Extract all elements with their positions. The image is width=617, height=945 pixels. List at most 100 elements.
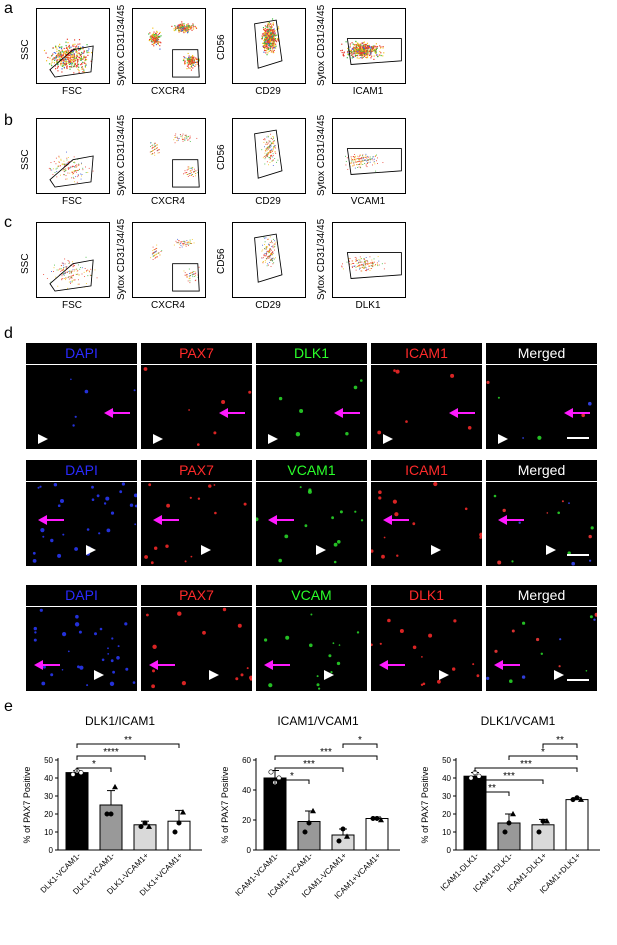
flow-event-dot (84, 66, 87, 68)
flow-event-dot (58, 56, 60, 58)
cell-speckle (383, 536, 386, 539)
flow-event-dot (188, 27, 190, 29)
flow-event-dot (60, 48, 63, 50)
flow-event-dot (364, 47, 366, 49)
cell-speckle (57, 553, 62, 558)
flow-xlabel: CXCR4 (151, 300, 185, 311)
flow-event-dot (189, 175, 191, 176)
flow-event-dot (71, 59, 73, 61)
micro-channel-title: DLK1 (256, 343, 367, 365)
flow-event-dot (73, 162, 75, 163)
flow-event-dot (264, 146, 265, 148)
significance-label: ** (556, 735, 564, 746)
micro-channel-title: VCAM1 (256, 460, 367, 482)
flow-event-dot (74, 166, 76, 168)
flow-event-dot (271, 42, 274, 45)
magenta-arrow-icon (449, 408, 458, 418)
flow-event-dot (158, 36, 160, 38)
flow-event-dot (262, 244, 264, 246)
flow-event-dot (75, 268, 77, 270)
flow-event-dot (73, 177, 75, 179)
flow-event-dot (55, 168, 57, 170)
flow-event-dot (69, 272, 71, 274)
flow-event-dot (179, 25, 181, 27)
flow-event-dot (72, 50, 74, 52)
flow-event-dot (268, 22, 270, 24)
cell-speckle (540, 652, 543, 655)
flow-event-dot (277, 38, 279, 40)
flow-event-dot (267, 35, 270, 37)
micro-image (256, 486, 364, 564)
flow-event-dot (194, 275, 196, 277)
flow-event-dot (267, 246, 269, 248)
cell-speckle (107, 647, 109, 650)
magenta-arrow-icon (494, 660, 503, 670)
significance-bracket (274, 767, 344, 772)
flow-event-dot (262, 257, 264, 259)
flow-event-dot (271, 32, 273, 34)
y-tick-label: 30 (44, 792, 53, 801)
cell-speckle (67, 650, 70, 653)
flow-event-dot (79, 43, 81, 45)
flow-event-dot (73, 274, 74, 276)
cell-speckle (72, 424, 75, 427)
flow-event-dot (270, 31, 272, 33)
flow-event-dot (345, 41, 347, 43)
flow-event-dot (374, 156, 376, 157)
flow-event-dot (274, 243, 276, 245)
cell-speckle (295, 432, 301, 437)
flow-event-dot (80, 163, 82, 165)
flow-event-dot (363, 260, 365, 262)
flow-event-dot (372, 261, 374, 263)
micro-panel-3-1: DAPI (26, 585, 137, 691)
flow-event-dot (261, 37, 264, 39)
flow-event-dot (156, 30, 158, 32)
flow-event-dot (76, 171, 77, 173)
flow-event-dot (272, 254, 274, 256)
flow-event-dot (270, 143, 272, 145)
flow-event-dot (151, 253, 153, 255)
flow-event-dot (193, 242, 195, 244)
flow-event-dot (73, 161, 75, 163)
flow-event-dot (153, 251, 155, 253)
flow-event-dot (189, 167, 191, 169)
flow-event-dot (267, 164, 269, 166)
flow-event-dot (275, 47, 277, 49)
flow-event-dot (355, 259, 357, 261)
flow-event-dot (196, 137, 198, 139)
flow-event-dot (192, 54, 194, 57)
flow-event-dot (375, 43, 377, 45)
flow-event-dot (356, 51, 358, 53)
flow-event-dot (267, 155, 269, 157)
flow-event-dot (72, 43, 74, 46)
flow-event-dot (190, 62, 192, 64)
flow-event-dot (73, 49, 75, 52)
flow-event-dot (353, 156, 355, 157)
flow-event-dot (68, 46, 70, 48)
flow-event-dot (365, 264, 367, 266)
cell-speckle (134, 504, 137, 508)
flow-event-dot (72, 66, 75, 68)
flow-event-dot (266, 146, 268, 148)
flow-event-dot (366, 260, 368, 262)
flow-event-dot (365, 44, 368, 46)
flow-event-dot (272, 142, 273, 144)
flow-event-dot (83, 52, 85, 54)
flow-event-dot (370, 265, 372, 267)
flow-event-dot (173, 139, 175, 141)
flow-event-dot (264, 139, 266, 141)
flow-event-dot (271, 241, 273, 243)
flow-event-dot (262, 261, 264, 263)
flow-xlabel: DLK1 (355, 300, 381, 311)
flow-event-dot (274, 246, 275, 248)
flow-event-dot (359, 256, 361, 258)
flow-event-dot (265, 246, 267, 248)
flow-event-dot (357, 262, 359, 264)
flow-event-dot (367, 156, 369, 158)
flow-event-dot (361, 155, 363, 157)
flow-event-dot (358, 156, 360, 158)
flow-event-dot (270, 27, 272, 29)
flow-event-dot (184, 274, 186, 276)
cell-speckle (144, 555, 148, 559)
flow-event-dot (77, 175, 79, 176)
